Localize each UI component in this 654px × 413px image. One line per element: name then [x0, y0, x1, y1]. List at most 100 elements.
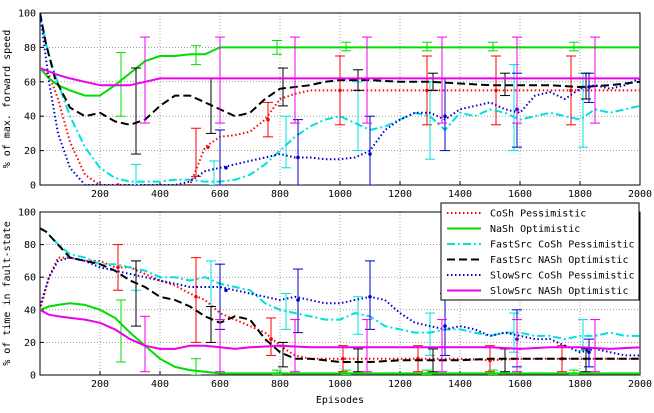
x-tick-label: 1800: [568, 189, 592, 200]
legend-entry: NaSh Optimistic: [447, 224, 580, 235]
error-bar: [590, 36, 600, 124]
legend-entries: CoSh Pessimistic NaSh Optimistic FastSrc C…: [447, 209, 635, 297]
error-bar: [266, 317, 276, 356]
error-bar: [215, 319, 225, 373]
data-point: [224, 166, 228, 170]
top-tick-labels: 200 400 600 800 1000 1200 1400 1600 1800 2000 0 20 4…: [18, 9, 652, 201]
error-bar: [437, 319, 447, 373]
error-bar: [353, 69, 363, 91]
series-nash-optimistic: [40, 299, 640, 375]
data-point: [443, 114, 447, 118]
error-bar: [512, 36, 522, 124]
y-tick-label: 0: [30, 371, 36, 382]
error-bar: [428, 72, 438, 91]
series-line: [40, 227, 640, 341]
x-tick-label: 1600: [508, 379, 532, 390]
data-point: [587, 85, 591, 89]
x-tick-label: 1000: [328, 379, 352, 390]
y-tick-label: 20: [24, 146, 36, 157]
series-slowsrc-nash-optimistic: [40, 308, 640, 373]
x-axis-label: Episodes: [316, 395, 364, 406]
series-line: [40, 256, 640, 357]
error-bar: [116, 299, 126, 363]
legend-entry: CoSh Pessimistic: [447, 209, 586, 220]
bottom-plot-area: [40, 227, 640, 375]
x-tick-label: 800: [271, 379, 289, 390]
legend-label: FastSrc CoSh Pessimistic: [490, 240, 635, 251]
data-point: [224, 288, 228, 293]
error-bar: [278, 67, 288, 107]
data-point: [116, 265, 120, 270]
data-point: [338, 88, 342, 93]
x-tick-label: 1200: [388, 189, 412, 200]
x-tick-label: 1400: [448, 379, 472, 390]
x-tick-label: 800: [271, 189, 289, 200]
top-plot-area: [40, 13, 640, 185]
error-bar: [362, 319, 372, 373]
y-tick-label: 100: [18, 208, 36, 219]
error-bar: [131, 163, 141, 185]
series-cosh-pessimistic: [40, 244, 640, 373]
legend-entry: SlowSrc CoSh Pessimistic: [447, 271, 635, 282]
x-tick-label: 200: [91, 379, 109, 390]
error-bar: [512, 319, 522, 373]
legend-label: SlowSrc NASh Optimistic: [490, 286, 628, 297]
error-bar: [215, 36, 225, 124]
error-bar: [362, 36, 372, 124]
y-tick-label: 40: [24, 112, 36, 123]
bottom-y-axis-label: % of time in fault-state: [2, 221, 13, 366]
data-point: [494, 88, 498, 93]
legend-entry: FastSrc NASh Optimistic: [447, 255, 628, 266]
x-tick-label: 400: [151, 189, 169, 200]
error-bar: [353, 296, 363, 335]
data-point: [269, 337, 273, 341]
data-point: [368, 294, 372, 299]
x-tick-label: 1600: [508, 189, 532, 200]
data-point: [266, 117, 270, 122]
top-panel: 200 400 600 800 1000 1200 1400 1600 1800 2000 0 20 4…: [2, 9, 652, 201]
y-tick-label: 20: [24, 338, 36, 349]
data-point: [587, 350, 591, 354]
x-tick-label: 600: [211, 379, 229, 390]
data-point: [296, 298, 300, 302]
y-tick-label: 80: [24, 43, 36, 54]
data-point: [194, 294, 198, 299]
y-tick-label: 60: [24, 273, 36, 284]
error-bar: [281, 115, 291, 169]
series-line: [40, 13, 640, 183]
x-tick-label: 200: [91, 189, 109, 200]
y-tick-label: 40: [24, 305, 36, 316]
legend-label: NaSh Optimistic: [490, 224, 580, 235]
error-bar: [353, 348, 363, 373]
data-point: [206, 145, 210, 149]
error-bar: [209, 160, 219, 185]
y-tick-label: 80: [24, 240, 36, 251]
legend: CoSh Pessimistic NaSh Optimistic FastSrc C…: [440, 202, 640, 301]
legend-box: [440, 202, 640, 301]
series-line: [40, 227, 640, 363]
error-bar: [215, 129, 225, 185]
series-line: [40, 302, 640, 375]
error-bar: [191, 127, 201, 177]
series-line: [40, 67, 640, 87]
x-tick-label: 2000: [628, 379, 652, 390]
x-tick-label: 1400: [448, 189, 472, 200]
x-tick-label: 1200: [388, 379, 412, 390]
error-bar: [131, 260, 141, 327]
x-tick-label: 1000: [328, 189, 352, 200]
legend-label: SlowSrc CoSh Pessimistic: [490, 271, 635, 282]
error-bar: [140, 315, 150, 373]
series-line: [40, 308, 640, 350]
error-bar: [191, 358, 201, 375]
error-bar: [590, 319, 600, 373]
error-bar: [131, 67, 141, 155]
legend-entry: FastSrc CoSh Pessimistic: [447, 240, 635, 251]
x-tick-label: 600: [211, 189, 229, 200]
y-tick-label: 60: [24, 77, 36, 88]
data-point: [341, 356, 345, 361]
data-point: [425, 88, 429, 93]
error-bar: [206, 306, 216, 343]
error-bar: [437, 36, 447, 124]
data-point: [296, 155, 300, 160]
